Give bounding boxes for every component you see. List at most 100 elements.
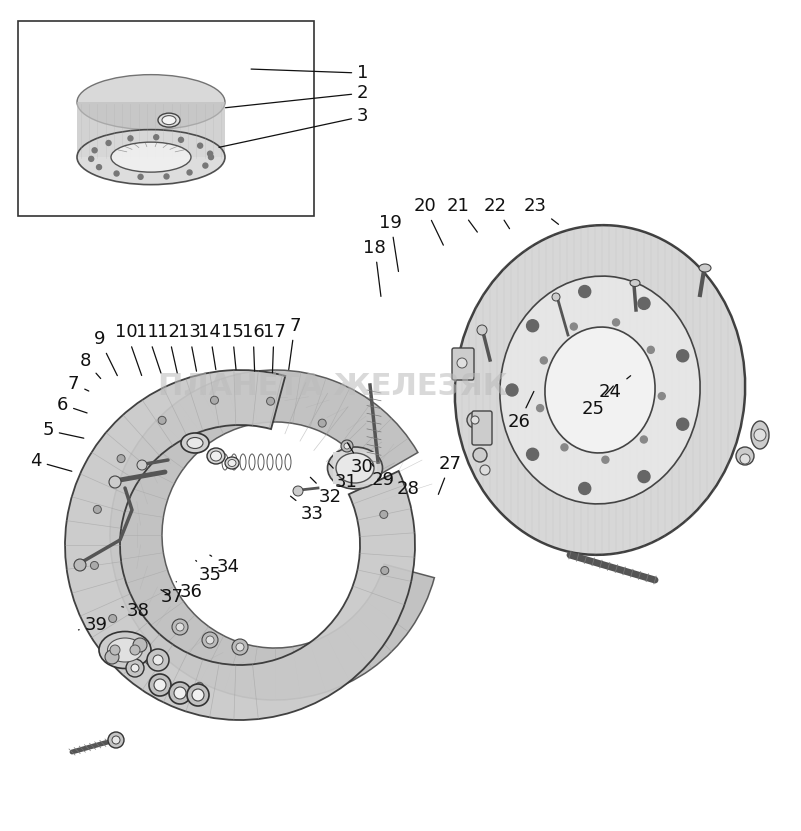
Text: 24: 24 bbox=[599, 376, 630, 401]
Text: 29: 29 bbox=[372, 464, 394, 489]
Circle shape bbox=[207, 151, 212, 156]
Text: 15: 15 bbox=[221, 323, 244, 370]
Circle shape bbox=[169, 682, 191, 704]
FancyBboxPatch shape bbox=[472, 411, 492, 445]
Ellipse shape bbox=[699, 264, 711, 272]
Ellipse shape bbox=[545, 327, 655, 453]
Circle shape bbox=[130, 645, 140, 655]
Circle shape bbox=[187, 684, 209, 706]
Ellipse shape bbox=[630, 279, 640, 287]
Circle shape bbox=[110, 645, 120, 655]
Circle shape bbox=[92, 148, 97, 153]
FancyBboxPatch shape bbox=[452, 348, 474, 380]
Circle shape bbox=[198, 143, 203, 148]
Ellipse shape bbox=[207, 448, 225, 464]
Circle shape bbox=[206, 636, 214, 644]
Circle shape bbox=[208, 155, 214, 160]
Ellipse shape bbox=[107, 638, 143, 662]
Circle shape bbox=[677, 418, 689, 430]
Circle shape bbox=[736, 447, 754, 465]
Text: 4: 4 bbox=[30, 452, 72, 471]
Circle shape bbox=[477, 325, 487, 335]
Circle shape bbox=[506, 384, 518, 396]
Circle shape bbox=[602, 456, 609, 463]
Circle shape bbox=[232, 639, 248, 655]
Circle shape bbox=[172, 619, 188, 635]
Ellipse shape bbox=[77, 75, 225, 130]
Text: 35: 35 bbox=[195, 560, 221, 584]
Circle shape bbox=[640, 436, 647, 443]
Circle shape bbox=[108, 732, 124, 748]
Text: 32: 32 bbox=[310, 477, 341, 506]
Text: ПЛАНЕТА ЖЕЛЕЗЯК: ПЛАНЕТА ЖЕЛЕЗЯК bbox=[158, 372, 507, 401]
Text: 14: 14 bbox=[199, 323, 221, 370]
Circle shape bbox=[677, 350, 689, 361]
Circle shape bbox=[480, 465, 490, 475]
Circle shape bbox=[138, 175, 143, 179]
Ellipse shape bbox=[500, 276, 700, 504]
Circle shape bbox=[137, 460, 147, 470]
Text: 27: 27 bbox=[438, 455, 461, 494]
Circle shape bbox=[658, 392, 666, 400]
Circle shape bbox=[537, 405, 544, 411]
Circle shape bbox=[740, 454, 750, 464]
Circle shape bbox=[153, 655, 163, 665]
Circle shape bbox=[126, 659, 144, 677]
Text: 1: 1 bbox=[251, 64, 368, 82]
Circle shape bbox=[638, 470, 650, 483]
Text: 11: 11 bbox=[136, 323, 161, 373]
Circle shape bbox=[380, 567, 388, 574]
Circle shape bbox=[318, 419, 326, 427]
Bar bbox=[333, 452, 377, 484]
Circle shape bbox=[158, 416, 166, 425]
Text: 25: 25 bbox=[582, 386, 614, 418]
Ellipse shape bbox=[111, 142, 191, 172]
Circle shape bbox=[526, 320, 538, 332]
Ellipse shape bbox=[100, 632, 150, 667]
Circle shape bbox=[552, 293, 560, 301]
Text: 17: 17 bbox=[263, 323, 285, 373]
Circle shape bbox=[541, 357, 547, 364]
Circle shape bbox=[192, 689, 204, 701]
Text: 30: 30 bbox=[348, 443, 373, 476]
Text: 2: 2 bbox=[225, 84, 368, 108]
Circle shape bbox=[154, 679, 166, 691]
Circle shape bbox=[109, 614, 117, 622]
Circle shape bbox=[754, 429, 766, 441]
Wedge shape bbox=[65, 370, 415, 720]
Text: 37: 37 bbox=[161, 588, 183, 606]
Ellipse shape bbox=[99, 632, 151, 668]
Circle shape bbox=[174, 687, 186, 699]
Circle shape bbox=[203, 163, 208, 168]
Text: 9: 9 bbox=[94, 330, 117, 376]
Circle shape bbox=[467, 412, 483, 428]
Circle shape bbox=[236, 643, 244, 651]
Circle shape bbox=[91, 562, 99, 569]
Circle shape bbox=[211, 396, 219, 404]
Circle shape bbox=[94, 505, 102, 514]
Text: 6: 6 bbox=[57, 396, 87, 414]
Text: 39: 39 bbox=[78, 616, 107, 634]
Text: 7: 7 bbox=[288, 317, 300, 370]
Text: 21: 21 bbox=[447, 197, 477, 232]
Text: 26: 26 bbox=[508, 391, 533, 431]
Circle shape bbox=[146, 656, 154, 665]
Circle shape bbox=[471, 416, 479, 424]
Ellipse shape bbox=[455, 225, 745, 555]
Circle shape bbox=[473, 448, 487, 462]
Circle shape bbox=[133, 638, 147, 652]
Text: 13: 13 bbox=[178, 323, 200, 371]
Ellipse shape bbox=[328, 447, 383, 489]
Circle shape bbox=[380, 510, 388, 519]
Circle shape bbox=[344, 443, 350, 449]
Circle shape bbox=[578, 483, 590, 494]
Circle shape bbox=[74, 559, 86, 571]
Circle shape bbox=[117, 455, 125, 463]
Circle shape bbox=[638, 297, 650, 309]
Circle shape bbox=[128, 135, 133, 140]
Circle shape bbox=[187, 170, 192, 175]
Text: 33: 33 bbox=[291, 496, 324, 523]
Circle shape bbox=[293, 486, 303, 496]
Circle shape bbox=[109, 476, 121, 488]
Circle shape bbox=[105, 650, 119, 664]
